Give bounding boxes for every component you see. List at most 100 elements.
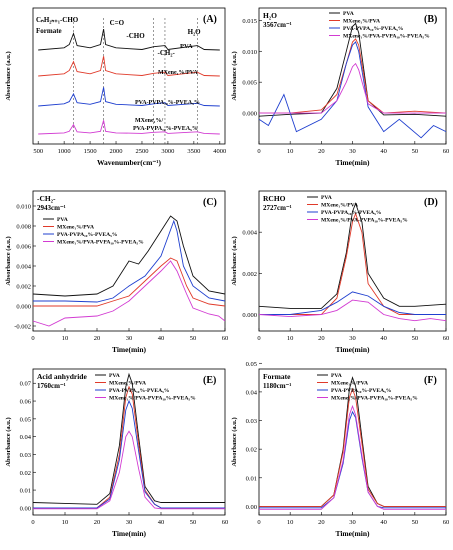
legend-entry: MXene₁%/PVA-PVPA₁₀%-PVEA₅% — [109, 396, 196, 402]
legend-entry: MXene₁%/PVA — [343, 19, 380, 25]
y-tick-label: 0.01 — [246, 475, 257, 482]
series-line — [259, 410, 446, 509]
y-tick-label: 0.000 — [16, 304, 31, 311]
y-tick-label: -0.002 — [14, 324, 31, 331]
trace-label: PVA-PVPA₁₀%-PVEA₅% — [135, 100, 200, 106]
series-line — [259, 212, 446, 315]
legend-entry: PVA — [321, 195, 332, 201]
x-tick-label: 0 — [257, 335, 260, 342]
x-tick-label: 0 — [257, 148, 260, 155]
y-tick-label: 0.005 — [242, 80, 257, 87]
y-tick-label: 0.02 — [20, 470, 31, 477]
x-tick-label: 10 — [62, 519, 69, 526]
x-tick-label: 10 — [287, 148, 294, 155]
x-axis-label: Time(min) — [112, 529, 147, 538]
x-tick-label: 40 — [158, 519, 165, 526]
legend-entry: MXene₁%/PVA-PVPA₁₀%-PVEA₅% — [331, 396, 418, 402]
series-line — [258, 41, 447, 139]
x-tick-label: 20 — [318, 335, 325, 342]
x-tick-label: 20 — [94, 519, 101, 526]
panel-letter: (B) — [424, 14, 437, 25]
panel-title: Acid anhydride — [37, 372, 87, 381]
panel-subtitle: 1180cm⁻¹ — [263, 382, 291, 390]
panel-title: -CH₂- — [37, 194, 56, 203]
legend-entry: MXene₁%/PVA — [109, 381, 146, 387]
x-tick-label: 30 — [349, 519, 356, 526]
x-tick-label: 10 — [287, 519, 294, 526]
panel-title: H₂O — [263, 11, 277, 20]
x-tick-label: 2000 — [110, 148, 123, 155]
x-tick-label: 50 — [412, 335, 419, 342]
legend-entry: MXene₁%/PVA — [57, 225, 94, 231]
plot-frame — [32, 7, 226, 145]
band-annotation: CₙH₂ₙ₊₁-CHO — [36, 16, 79, 24]
y-tick-label: 0.06 — [20, 399, 32, 406]
y-tick-label: 0.05 — [246, 361, 257, 368]
y-tick-label: 0.00 — [20, 505, 31, 512]
trace-label: MXene₁%/PVA — [158, 70, 198, 76]
panel-title: RCHO — [263, 194, 286, 203]
y-tick-label: 0.07 — [20, 381, 32, 388]
y-axis-label: Absorbance (a.u.) — [231, 51, 238, 100]
series-line — [259, 387, 446, 507]
y-tick-label: 0.000 — [242, 111, 257, 118]
panel-subtitle: 2727cm⁻¹ — [263, 204, 292, 212]
y-tick-label: 0.008 — [16, 224, 31, 231]
series-line — [33, 399, 225, 509]
panel-subtitle: 3567cm⁻¹ — [263, 21, 292, 29]
y-tick-label: 0.04 — [246, 389, 258, 396]
series-line — [32, 260, 226, 327]
legend-entry: PVA-PVPA₁₀%-PVEA₅% — [57, 232, 118, 238]
y-tick-label: 0.03 — [246, 418, 257, 425]
x-tick-label: 50 — [412, 519, 419, 526]
y-tick-label: 0.02 — [246, 447, 257, 454]
x-axis-label: Time(min) — [335, 158, 370, 167]
legend-entry: PVA — [57, 217, 68, 223]
series-line — [33, 430, 225, 510]
x-tick-label: 30 — [126, 519, 133, 526]
series-line — [33, 385, 225, 509]
series-line — [32, 372, 225, 505]
series-line — [258, 299, 447, 322]
legend-entry: MXene₁%/PVA-PVPA₁₀%-PVEA₅% — [321, 218, 408, 224]
panel-letter: (A) — [203, 14, 217, 25]
x-axis-label: Time(min) — [335, 345, 370, 354]
y-axis-label: Absorbance (a.u.) — [231, 417, 238, 466]
x-tick-label: 0 — [31, 335, 34, 342]
legend-entry: PVA — [343, 11, 354, 17]
series-line — [259, 38, 447, 114]
x-axis-label: Wavenumber(cm⁻¹) — [97, 158, 162, 167]
x-tick-label: 50 — [412, 148, 419, 155]
x-tick-label: 60 — [443, 519, 450, 526]
x-tick-label: 1500 — [84, 148, 97, 155]
series-line — [32, 215, 226, 297]
panel-letter: (C) — [203, 197, 217, 208]
x-tick-label: 20 — [318, 519, 325, 526]
panel-subtitle: 1760cm⁻¹ — [37, 382, 66, 390]
x-tick-label: 500 — [33, 148, 43, 155]
x-tick-label: 30 — [126, 335, 133, 342]
x-tick-label: 60 — [222, 519, 229, 526]
y-axis-label: Absorbance (a.u.) — [5, 236, 12, 285]
x-tick-label: 40 — [158, 335, 165, 342]
panel-f: (F) Time(min) Absorbance (a.u.) 0 10 20 30 40 50… — [231, 361, 449, 538]
band-annotation: -CHO — [126, 32, 145, 40]
x-tick-label: 0 — [257, 519, 260, 526]
y-tick-label: 0.015 — [242, 18, 257, 25]
panel-letter: (E) — [203, 375, 216, 386]
x-tick-label: 10 — [62, 335, 69, 342]
panel-d: (D) Time(min) Absorbance (a.u.) 0 10 20 30 40 50… — [231, 190, 449, 354]
legend-entry: PVA — [109, 373, 120, 379]
x-axis-label: Time(min) — [335, 529, 370, 538]
series-line — [259, 291, 446, 315]
x-axis-label: Time(min) — [112, 345, 147, 354]
y-axis-label: Absorbance (a.u.) — [5, 417, 12, 466]
band-annotation: -CH₂- — [158, 49, 176, 57]
x-tick-label: 4000 — [213, 148, 226, 155]
ftir-trace — [38, 56, 220, 77]
x-tick-label: 20 — [94, 335, 101, 342]
x-tick-label: 2500 — [135, 148, 148, 155]
